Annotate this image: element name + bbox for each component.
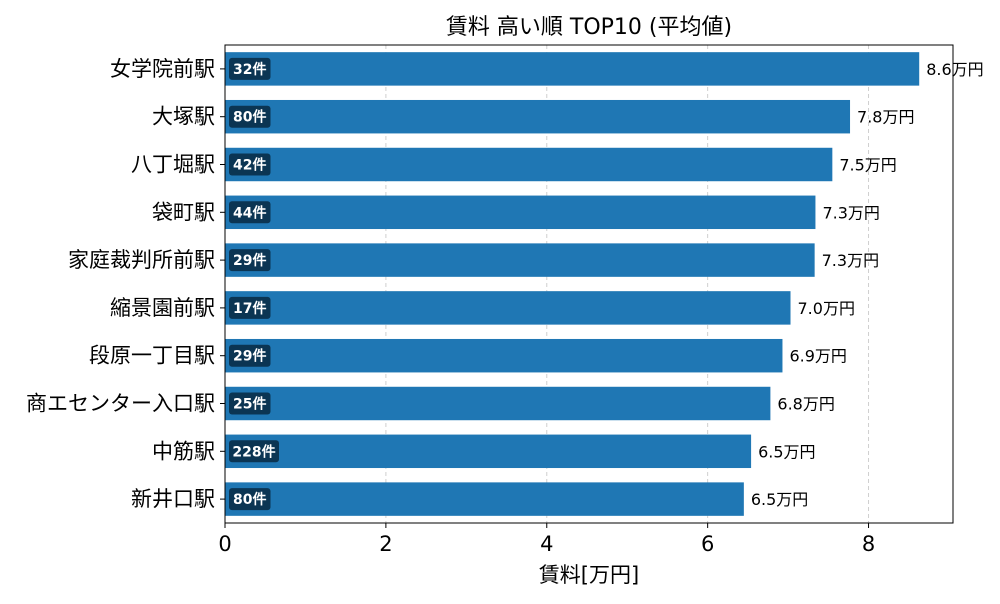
- y-tick-label: 八丁堀駅: [131, 153, 215, 177]
- value-label: 7.8万円: [857, 108, 914, 127]
- value-label: 6.5万円: [758, 442, 815, 461]
- bar: [225, 291, 791, 325]
- x-axis-label: 賃料[万円]: [539, 563, 639, 587]
- x-tick-label: 2: [379, 532, 392, 556]
- x-tick-label: 4: [540, 532, 553, 556]
- y-tick-label: 段原一丁目駅: [89, 344, 215, 368]
- count-label: 42件: [233, 157, 266, 174]
- bar: [225, 434, 752, 469]
- value-label: 7.0万円: [798, 299, 855, 318]
- count-badge: [229, 440, 279, 463]
- y-tick-label: 袋町駅: [152, 200, 215, 224]
- bar: [225, 482, 744, 516]
- count-badge: [229, 57, 271, 80]
- chart-title: 賃料 高い順 TOP10 (平均値): [446, 15, 732, 40]
- bars: 8.6万円 32件 7.8万円 80件 7.5万円 42件 7.3万円 44件 7.3万円 29件…: [225, 52, 984, 516]
- bar: [225, 338, 783, 373]
- value-label: 7.3万円: [822, 203, 879, 222]
- y-tick-label: 女学院前駅: [110, 57, 215, 81]
- y-tick-labels: 女学院前駅大塚駅八丁堀駅袋町駅家庭裁判所前駅縮景園前駅段原一丁目駅商エセンター入…: [26, 57, 225, 511]
- count-label: 32件: [233, 61, 266, 78]
- y-tick-label: 商エセンター入口駅: [26, 392, 215, 416]
- count-badge: [229, 392, 271, 415]
- count-label: 44件: [233, 204, 266, 221]
- count-label: 29件: [233, 252, 266, 269]
- y-tick-label: 大塚駅: [152, 105, 215, 129]
- count-badge: [229, 105, 271, 128]
- bar: [225, 147, 833, 182]
- value-label: 7.3万円: [822, 251, 879, 270]
- bar: [225, 386, 771, 421]
- count-label: 17件: [233, 300, 266, 317]
- value-label: 6.8万円: [777, 395, 834, 414]
- y-tick-label: 縮景園前駅: [110, 296, 215, 320]
- x-ticks: 0 2 4 6 8: [218, 523, 875, 556]
- count-badge: [229, 153, 271, 176]
- count-label: 80件: [233, 491, 266, 508]
- count-label: 25件: [233, 396, 266, 413]
- value-label: 6.9万円: [789, 347, 846, 366]
- bar: [225, 195, 816, 230]
- count-badge: [229, 201, 271, 224]
- count-label: 80件: [233, 109, 266, 126]
- bar: [225, 99, 851, 134]
- y-tick-label: 家庭裁判所前駅: [68, 248, 215, 272]
- y-tick-label: 中筋駅: [152, 439, 215, 463]
- count-label: 228件: [232, 443, 275, 460]
- y-tick-label: 新井口駅: [131, 487, 215, 511]
- count-badge: [229, 249, 271, 272]
- plot-frame: [224, 44, 954, 524]
- x-tick-label: 0: [218, 532, 231, 556]
- value-label: 7.5万円: [839, 156, 896, 175]
- x-tick-label: 8: [862, 532, 875, 556]
- value-label: 6.5万円: [751, 490, 808, 509]
- count-label: 29件: [233, 348, 266, 365]
- x-tick-label: 6: [701, 532, 714, 556]
- bar: [225, 243, 815, 277]
- bar: [225, 52, 920, 86]
- count-badge: [229, 344, 271, 367]
- count-badge: [229, 488, 271, 511]
- value-label: 8.6万円: [926, 60, 983, 79]
- count-badge: [229, 296, 271, 319]
